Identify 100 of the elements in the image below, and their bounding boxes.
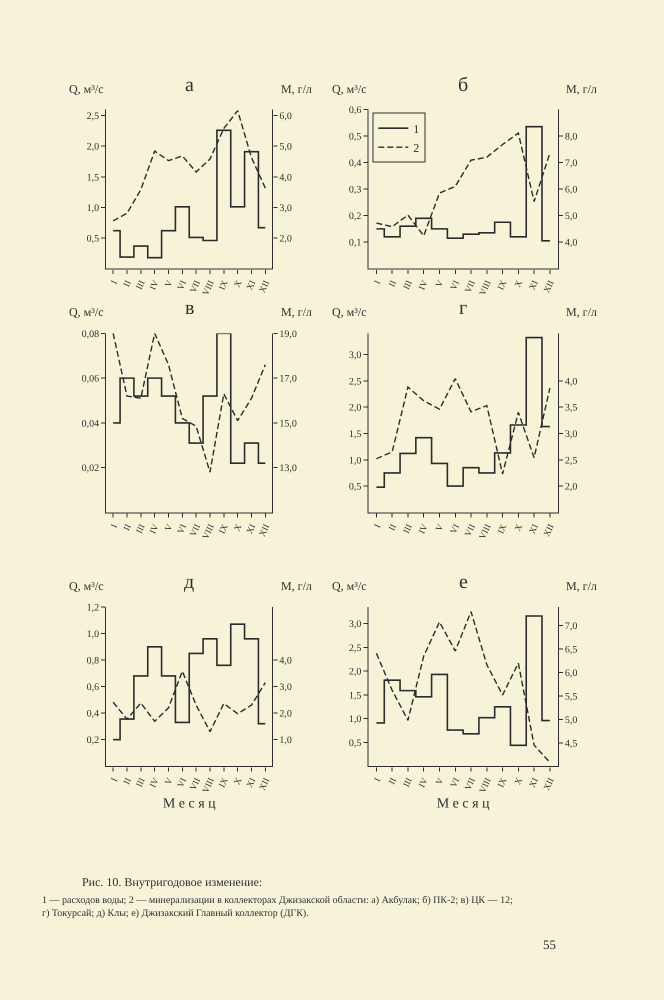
x-tick-label: XI xyxy=(526,776,540,789)
y-tick-label: 1,0 xyxy=(86,202,100,214)
x-tick-label: II xyxy=(121,776,133,786)
y-axis-title: Q, м³/с xyxy=(69,82,104,96)
x-tick-label: VII xyxy=(462,776,477,792)
x-tick-label: VIII xyxy=(477,776,493,794)
x-tick-label: VI xyxy=(448,522,462,536)
text: Рис. 10. Внутригодовое изменение: xyxy=(82,875,262,889)
x-tick-label: IV xyxy=(416,278,430,292)
y-tick-label: 1,0 xyxy=(348,455,362,466)
x-tick-label: III xyxy=(400,522,414,535)
y-tick-label: 1,0 xyxy=(348,714,362,726)
y2-tick-label: 8,0 xyxy=(564,132,578,143)
y2-tick-label: 7,0 xyxy=(564,158,578,170)
y2-tick-label: 15,0 xyxy=(279,418,297,430)
x-tick-label: XII xyxy=(256,278,272,294)
y2-tick-label: 2,0 xyxy=(564,482,578,493)
x-tick-label: IX xyxy=(216,776,230,789)
chart-title: г xyxy=(459,297,468,319)
y-axis-title: Q, м³/с xyxy=(332,82,367,96)
x-tick-label: IX xyxy=(216,522,230,536)
y2-tick-label: 17,0 xyxy=(279,374,297,385)
x-tick-label: IV xyxy=(147,776,161,789)
x-tick-label: X xyxy=(512,776,524,786)
chart-title: е xyxy=(459,571,468,593)
y-tick-label: 0,8 xyxy=(86,656,100,667)
y2-tick-label: 13,0 xyxy=(279,463,297,474)
x-tick-label: VI xyxy=(175,776,188,789)
y2-axis-title: М, г/л xyxy=(281,305,312,319)
x-axis-title: М е с я ц xyxy=(436,796,490,812)
x-tick-label: XI xyxy=(526,278,540,292)
x-tick-label: VIII xyxy=(477,522,493,541)
y-axis-title: Q, м³/с xyxy=(332,305,367,319)
x-tick-label: II xyxy=(386,776,398,786)
y-tick-label: 2,5 xyxy=(86,111,100,122)
text: 1 — расходов воды; 2 — минерализации в коллекторах Джизакской области: а) Акбулак; б) ПК-2; в) ЦК — 12; г) Токурсай; д) Клы; е) Джизакский Главный коллектор (ДГК). xyxy=(42,895,514,919)
x-axis-title: М е с я ц xyxy=(162,796,216,812)
x-tick-label: IV xyxy=(416,776,430,789)
x-tick-label: III xyxy=(400,278,414,292)
text: 55 xyxy=(543,937,556,952)
x-tick-label: I xyxy=(108,278,120,286)
x-tick-label: V xyxy=(162,776,175,786)
y-tick-label: 1,5 xyxy=(86,172,100,184)
x-tick-label: VII xyxy=(462,278,477,294)
x-tick-label: X xyxy=(512,278,524,289)
x-tick-label: VI xyxy=(448,278,462,292)
y2-tick-label: 5,0 xyxy=(279,142,292,153)
y2-tick-label: 3,0 xyxy=(279,202,292,214)
y2-tick-label: 1,0 xyxy=(279,735,292,746)
y-tick-label: 0,06 xyxy=(82,374,100,385)
y2-tick-label: 6,0 xyxy=(564,184,578,196)
y-tick-label: 0,6 xyxy=(348,104,362,116)
x-tick-label: V xyxy=(162,278,175,289)
x-tick-label: IV xyxy=(147,522,161,536)
y2-axis-title: М, г/л xyxy=(566,82,597,96)
x-tick-label: IV xyxy=(416,522,430,536)
x-tick-label: VII xyxy=(462,522,477,538)
x-tick-label: III xyxy=(134,776,147,789)
x-tick-label: XI xyxy=(244,522,258,536)
x-tick-label: II xyxy=(121,522,133,532)
y2-tick-label: 5,0 xyxy=(564,211,578,222)
x-tick-label: III xyxy=(400,776,414,789)
x-tick-label: III xyxy=(134,522,147,535)
x-tick-label: IX xyxy=(216,278,230,292)
y2-tick-label: 4,5 xyxy=(564,738,578,750)
y2-tick-label: 6,5 xyxy=(564,644,578,656)
y-tick-label: 2,0 xyxy=(86,142,100,153)
x-tick-label: VII xyxy=(188,278,202,294)
x-tick-label: I xyxy=(372,278,382,286)
y-tick-label: 1,5 xyxy=(348,690,362,702)
y2-tick-label: 3,0 xyxy=(564,428,578,440)
y2-tick-label: 5,0 xyxy=(564,714,578,726)
y2-axis-title: М, г/л xyxy=(281,579,312,593)
x-tick-label: I xyxy=(372,776,382,784)
x-tick-label: XII xyxy=(256,776,272,792)
chart-title: б xyxy=(458,74,468,96)
y2-tick-label: 6,0 xyxy=(279,111,292,122)
x-tick-label: X xyxy=(512,522,524,533)
y-tick-label: 0,2 xyxy=(348,211,362,222)
y2-tick-label: 4,0 xyxy=(564,376,578,388)
y-tick-label: 2,0 xyxy=(348,402,362,414)
y2-tick-label: 4,0 xyxy=(279,172,292,184)
x-tick-label: XI xyxy=(244,776,258,789)
y-tick-label: 0,2 xyxy=(86,735,100,746)
x-tick-label: III xyxy=(134,278,147,292)
y2-tick-label: 4,0 xyxy=(279,656,292,667)
legend-label: 1 xyxy=(413,122,420,136)
y2-tick-label: 2,5 xyxy=(564,455,578,466)
x-tick-label: IX xyxy=(495,522,509,536)
y-tick-label: 3,0 xyxy=(348,350,362,361)
y2-tick-label: 3,5 xyxy=(564,402,578,414)
chart-title: в xyxy=(185,297,194,319)
x-tick-label: XII xyxy=(541,776,556,792)
x-tick-label: VII xyxy=(188,522,202,538)
y-tick-label: 0,5 xyxy=(348,132,362,143)
y2-tick-label: 7,0 xyxy=(564,621,578,632)
y-tick-label: 0,5 xyxy=(86,234,100,245)
y2-axis-title: М, г/л xyxy=(566,305,597,319)
x-tick-label: VIII xyxy=(200,776,216,794)
x-tick-label: VIII xyxy=(200,278,216,297)
